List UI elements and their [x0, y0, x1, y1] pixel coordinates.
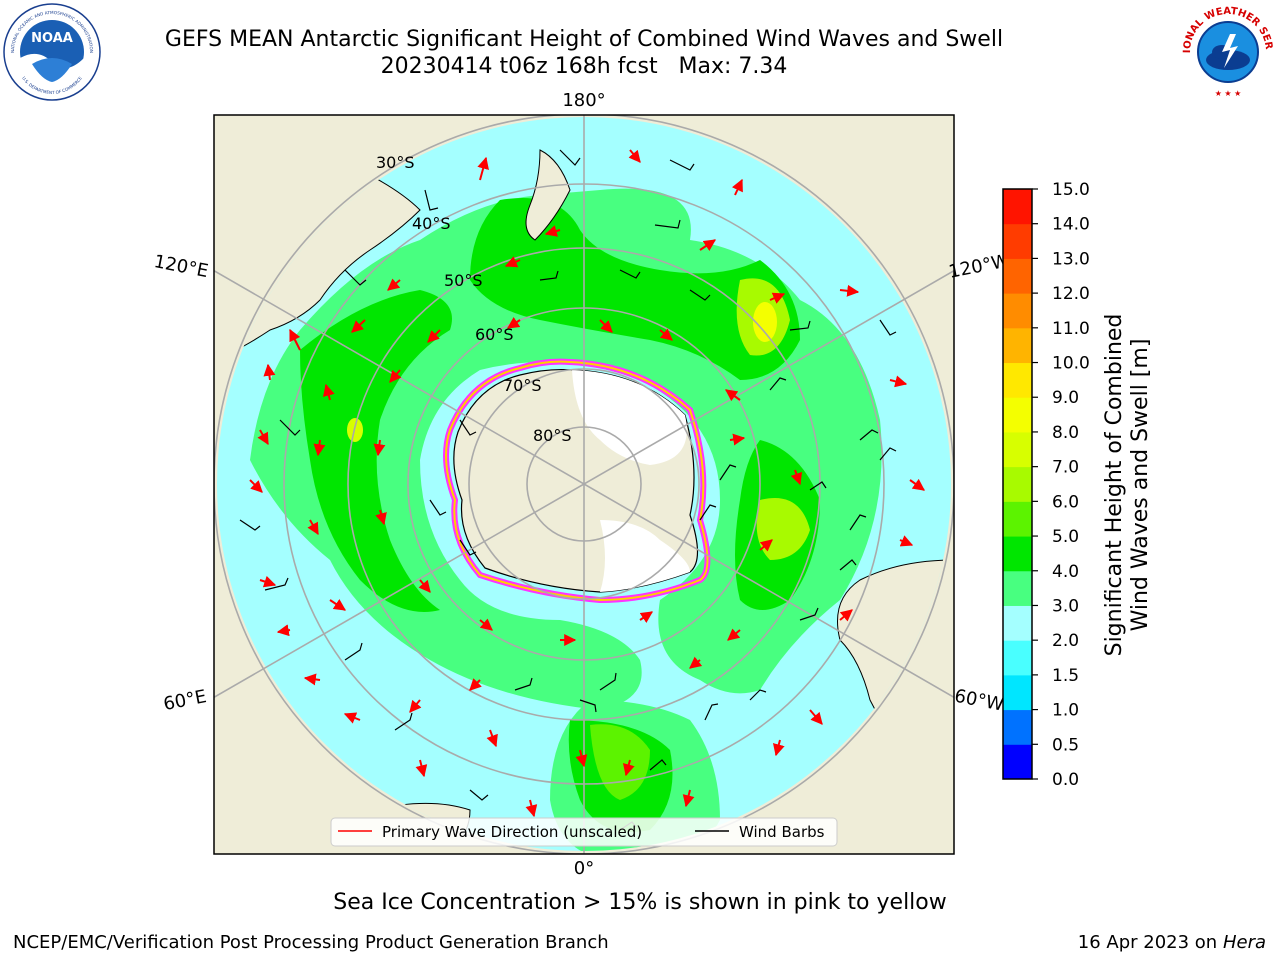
- colorbar-frame: [1002, 188, 1033, 780]
- svg-text:★ ★ ★: ★ ★ ★: [1215, 89, 1242, 98]
- noaa-logo: NOAA NATIONAL OCEANIC AND ATMOSPHERIC AD…: [3, 3, 101, 101]
- lat-label-80s: 80°S: [533, 426, 572, 445]
- legend-barb-label: Wind Barbs: [739, 823, 825, 841]
- lon-label-180: 180°: [562, 90, 605, 111]
- wave-direction-arrows: [249, 149, 925, 818]
- colorbar-tick-label: 15.0: [1052, 180, 1090, 200]
- lat-label-50s: 50°S: [444, 271, 483, 290]
- lon-label-0: 0°: [574, 858, 594, 879]
- noaa-logo-text: NOAA: [31, 31, 73, 46]
- colorbar-segment: [1003, 744, 1032, 780]
- colorbar-tick-label: 1.0: [1052, 701, 1079, 721]
- colorbar-tick-label: 7.0: [1052, 458, 1079, 478]
- colorbar-tick-label: 14.0: [1052, 215, 1090, 235]
- colorbar-segment: [1003, 709, 1032, 745]
- colorbar-segment: [1003, 570, 1032, 606]
- colorbar-segment: [1003, 189, 1032, 225]
- footer-date: 16 Apr 2023 on Hera: [1077, 932, 1266, 953]
- sea-ice-inner: [445, 360, 709, 602]
- colorbar-tick-label: 9.0: [1052, 388, 1079, 408]
- lon-label-60w: 60°W: [953, 686, 1006, 716]
- colorbar-tick-label: 10.0: [1052, 354, 1090, 374]
- colorbar-segment: [1003, 431, 1032, 468]
- colorbar: 0.0 0.5 1.0 1.5 2.0 3.0 4.0 5.0 6.0 7.0 8.0 9.0 10.0…: [1002, 180, 1090, 790]
- colorbar-segment: [1003, 397, 1032, 433]
- colorbar-segment: [1003, 223, 1032, 259]
- colorbar-segment: [1003, 501, 1032, 537]
- lat-label-30s: 30°S: [376, 153, 415, 172]
- colorbar-segment: [1003, 293, 1032, 329]
- colorbar-tick-label: 0.5: [1052, 735, 1079, 755]
- lon-label-120e: 120°E: [152, 251, 210, 282]
- colorbar-segment: [1003, 640, 1032, 676]
- lat-label-60s: 60°S: [475, 325, 514, 344]
- colorbar-tick-label: 5.0: [1052, 527, 1079, 547]
- sea-ice-note: Sea Ice Concentration > 15% is shown in …: [333, 890, 947, 915]
- map-legend: Primary Wave Direction (unscaled) Wind B…: [330, 817, 838, 847]
- colorbar-tick-label: 1.5: [1052, 666, 1079, 686]
- new-zealand: [525, 149, 571, 241]
- colorbar-segment: [1003, 258, 1032, 294]
- wave-max-spot: [753, 302, 777, 342]
- colorbar-segment: [1003, 536, 1032, 572]
- colorbar-tick-label: 11.0: [1052, 319, 1090, 339]
- colorbar-tick-label: 4.0: [1052, 562, 1079, 582]
- colorbar-tick-label: 12.0: [1052, 284, 1090, 304]
- lon-label-120w: 120°W: [947, 250, 1011, 282]
- colorbar-segment: [1003, 466, 1032, 502]
- nws-logo: NATIONAL WEATHER SERVICE ★ ★ ★: [1176, 0, 1278, 102]
- colorbar-tick-label: 0.0: [1052, 770, 1079, 790]
- lat-label-70s: 70°S: [503, 376, 542, 395]
- footer-credit: NCEP/EMC/Verification Post Processing Pr…: [13, 932, 609, 953]
- colorbar-tick-label: 3.0: [1052, 596, 1079, 616]
- colorbar-segment: [1003, 327, 1032, 364]
- colorbar-segment: [1003, 362, 1032, 398]
- wind-barbs: [239, 149, 897, 831]
- lat-label-40s: 40°S: [412, 214, 451, 233]
- colorbar-tick-label: 13.0: [1052, 249, 1090, 269]
- map-frame: [213, 114, 955, 855]
- legend-wave-label: Primary Wave Direction (unscaled): [382, 823, 642, 841]
- colorbar-tick-label: 2.0: [1052, 631, 1079, 651]
- lon-label-60e: 60°E: [162, 686, 208, 715]
- colorbar-label: Significant Height of Combined Wind Wave…: [1102, 313, 1153, 657]
- latitude-labels: 30°S 40°S 50°S 60°S 70°S 80°S: [376, 153, 572, 445]
- title-line1: GEFS MEAN Antarctic Significant Height o…: [164, 27, 1004, 52]
- colorbar-segment: [1003, 674, 1032, 711]
- weddell-ice-shelf: [600, 520, 690, 592]
- colorbar-tick-label: 8.0: [1052, 423, 1079, 443]
- title-line2: 20230414 t06z 168h fcst Max: 7.34: [380, 54, 788, 79]
- colorbar-tick-label: 6.0: [1052, 492, 1079, 512]
- colorbar-segment: [1003, 605, 1032, 641]
- wave-field-4m-north: [470, 198, 800, 380]
- wave-field-5m-south: [590, 724, 650, 800]
